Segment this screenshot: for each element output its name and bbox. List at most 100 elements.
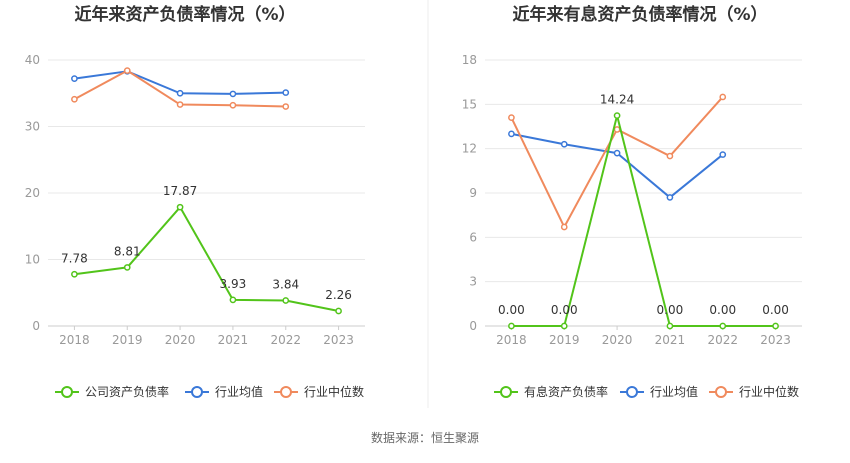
series-line-1 <box>511 114 776 327</box>
x-tick-label: 2022 <box>707 333 738 347</box>
x-tick-label: 2022 <box>270 333 301 347</box>
legend-marker <box>280 386 292 398</box>
series-line-2 <box>511 132 724 199</box>
y-tick-label: 30 <box>25 120 40 134</box>
data-point <box>719 322 727 330</box>
data-label: 0.00 <box>709 303 736 317</box>
data-point <box>508 130 515 138</box>
data-point <box>560 223 568 231</box>
data-point <box>335 307 342 315</box>
legend-label: 行业均值 <box>650 384 698 399</box>
x-tick-label: 2023 <box>323 333 354 347</box>
x-tick-label: 2020 <box>165 333 196 347</box>
data-point <box>282 297 290 304</box>
data-point <box>772 322 779 330</box>
y-tick-label: 10 <box>25 253 40 267</box>
data-label: 8.81 <box>114 244 141 258</box>
x-tick-label: 2020 <box>602 333 633 347</box>
data-point <box>613 112 621 119</box>
source-text: 数据来源：恒生聚源 <box>371 430 479 445</box>
x-tick-label: 2018 <box>59 333 90 347</box>
data-point <box>71 75 78 82</box>
legend-marker <box>715 386 727 398</box>
data-point <box>666 322 674 330</box>
circle-line-icon <box>494 386 518 398</box>
series-line-1 <box>74 206 339 312</box>
circle-line-icon <box>55 386 79 398</box>
series-line-3 <box>73 69 286 108</box>
data-label: 2.26 <box>325 288 352 302</box>
data-point <box>229 296 237 304</box>
circle-line-icon <box>620 386 644 398</box>
y-tick-label: 9 <box>469 186 477 200</box>
legend-marker <box>500 386 512 398</box>
data-point <box>176 101 184 108</box>
legend-marker <box>626 386 638 398</box>
legend-item-2: 行业均值 <box>185 384 263 399</box>
legend-item-1: 公司资产负债率 <box>55 384 169 399</box>
legend-item-2: 行业均值 <box>620 384 698 399</box>
data-point <box>560 140 568 148</box>
y-tick-label: 15 <box>462 97 477 111</box>
data-point <box>508 322 515 330</box>
data-label: 0.00 <box>657 303 684 317</box>
x-tick-label: 2019 <box>549 333 580 347</box>
chart-panel-1: 近年来资产负债率情况（%） 0 10 20 30 40 2018 2019 2020 2021 20… <box>25 4 365 399</box>
data-point <box>666 194 674 201</box>
circle-line-icon <box>274 386 298 398</box>
x-tick-label: 2019 <box>112 333 143 347</box>
x-tick-label: 2021 <box>655 333 686 347</box>
data-point <box>71 95 78 103</box>
data-label: 17.87 <box>163 184 197 198</box>
data-label: 3.93 <box>220 277 247 291</box>
data-point <box>229 101 237 109</box>
x-tick-label: 2021 <box>218 333 249 347</box>
data-point <box>666 152 674 160</box>
data-point <box>176 89 184 97</box>
data-point <box>719 151 727 158</box>
data-point <box>613 149 621 157</box>
legend-marker <box>61 386 73 398</box>
legend-label: 行业均值 <box>215 384 263 399</box>
x-tick-label: 2023 <box>760 333 791 347</box>
data-point <box>560 322 568 330</box>
y-tick-label: 0 <box>32 319 40 333</box>
data-label: 3.84 <box>272 277 299 291</box>
data-label: 0.00 <box>498 303 525 317</box>
legend-label: 行业中位数 <box>739 384 799 399</box>
legend-label: 有息资产负债率 <box>524 384 608 399</box>
y-tick-label: 6 <box>469 230 477 244</box>
circle-line-icon <box>709 386 733 398</box>
data-label: 7.78 <box>61 251 88 265</box>
data-label: 14.24 <box>600 93 634 107</box>
x-tick-label: 2018 <box>496 333 527 347</box>
data-point <box>282 103 290 110</box>
data-label: 0.00 <box>551 303 578 317</box>
legend-marker <box>191 386 203 398</box>
legend-item-3: 行业中位数 <box>709 384 799 399</box>
data-point <box>71 270 78 278</box>
data-point <box>123 67 131 74</box>
data-point <box>229 90 237 98</box>
data-point <box>613 126 621 133</box>
legend-item-3: 行业中位数 <box>274 384 364 399</box>
y-tick-label: 0 <box>469 319 477 333</box>
y-tick-label: 3 <box>469 275 477 289</box>
chart-title: 近年来有息资产负债率情况（%） <box>512 4 767 25</box>
data-point <box>508 114 515 121</box>
data-point <box>719 93 727 101</box>
y-tick-label: 18 <box>462 53 477 67</box>
circle-line-icon <box>185 386 209 398</box>
data-label: 0.00 <box>762 303 789 317</box>
data-point <box>282 89 290 96</box>
data-point <box>176 203 184 211</box>
legend-label: 行业中位数 <box>304 384 364 399</box>
legend-item-1: 有息资产负债率 <box>494 384 608 399</box>
y-tick-label: 20 <box>25 186 40 200</box>
y-tick-label: 40 <box>25 53 40 67</box>
chart-title: 近年来资产负债率情况（%） <box>74 4 295 25</box>
legend-label: 公司资产负债率 <box>85 384 169 399</box>
chart-panel-2: 近年来有息资产负债率情况（%） 0 3 6 9 12 15 18 2018 2019 2020 202… <box>462 4 802 399</box>
y-tick-label: 12 <box>462 142 477 156</box>
